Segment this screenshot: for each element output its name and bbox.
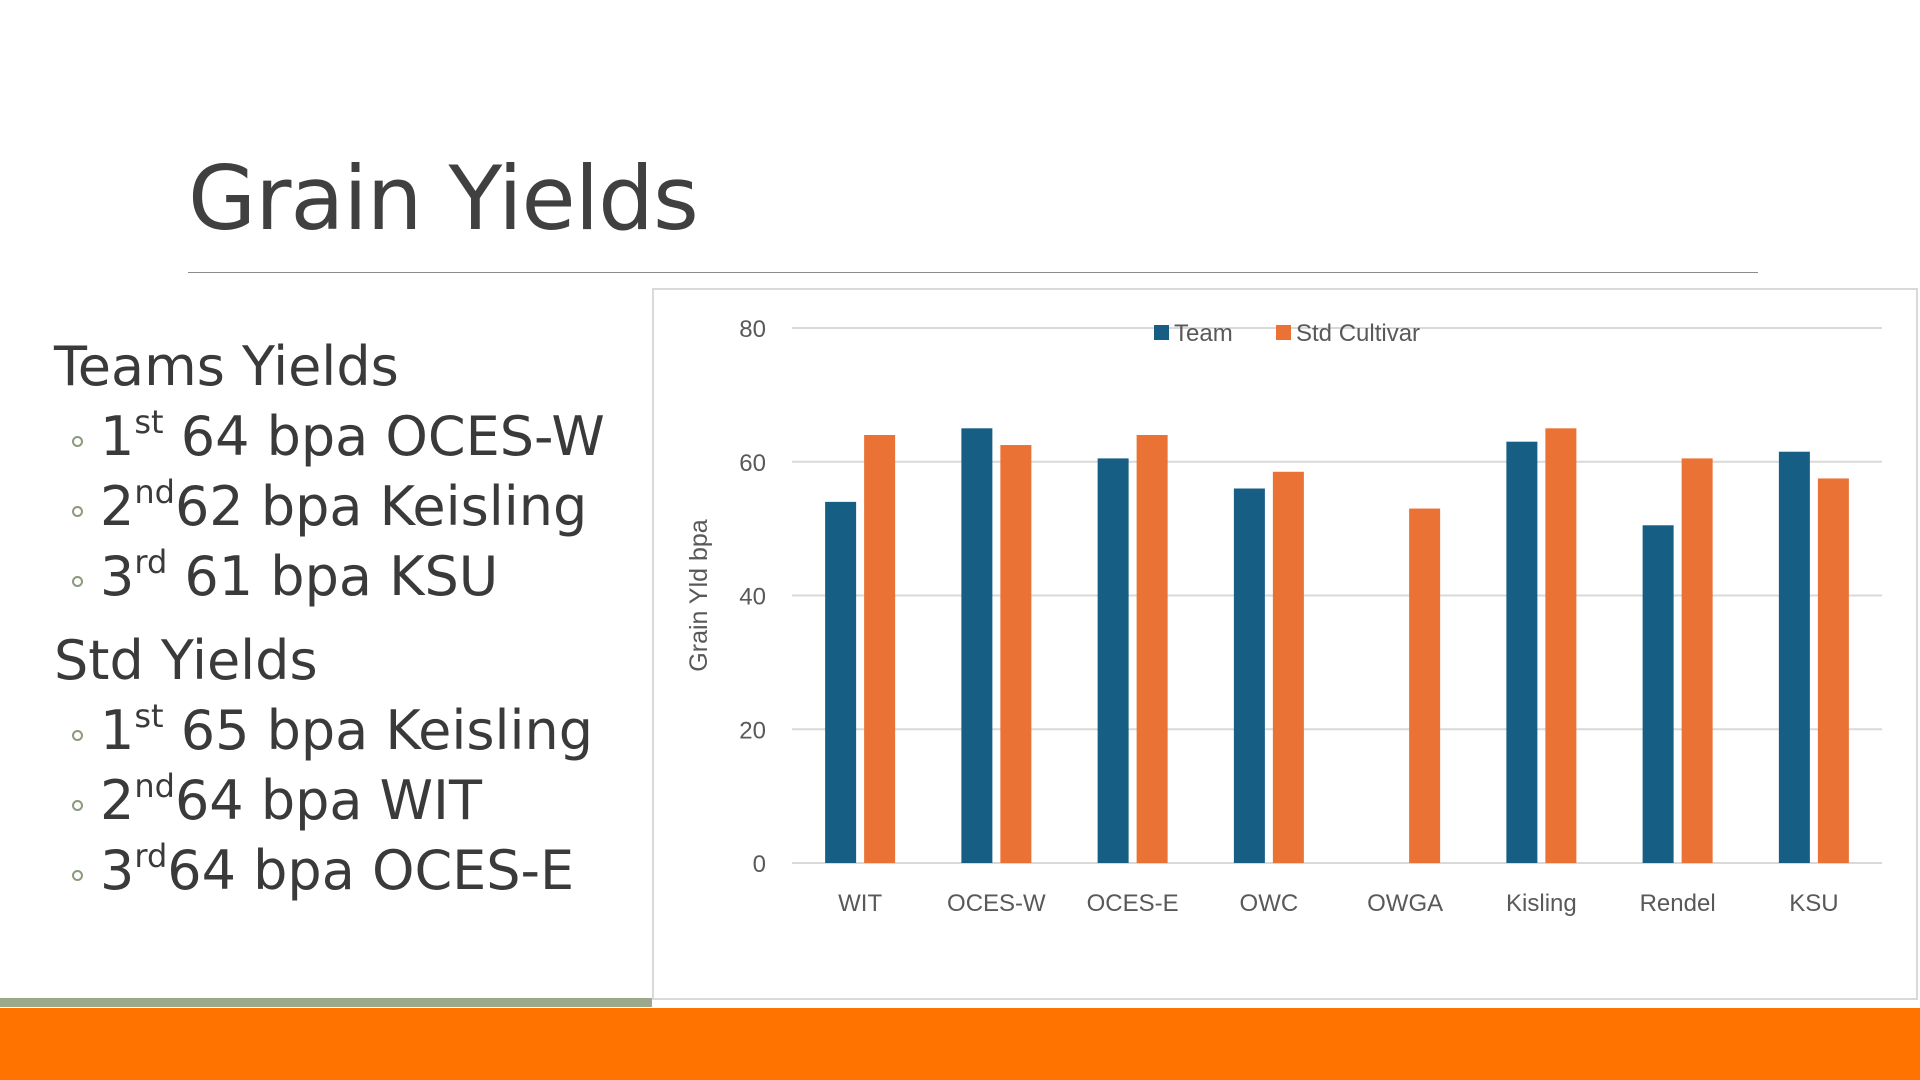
- bar-std-wit: [864, 435, 896, 863]
- bar-std-oces-e: [1136, 435, 1168, 863]
- bullet-circle-icon: [72, 506, 83, 517]
- bar-team-oces-w: [961, 428, 993, 863]
- x-tick-label: Rendel: [1640, 890, 1716, 917]
- title-divider: [188, 272, 1758, 273]
- bar-team-oces-e: [1097, 458, 1129, 863]
- x-tick-label: OCES-W: [947, 890, 1046, 917]
- bar-team-rendel: [1642, 525, 1674, 863]
- teams-item-2: 2nd62 bpa Keisling: [54, 476, 654, 550]
- std-item-1: 1st 65 bpa Keisling: [54, 700, 654, 774]
- legend-swatch-team: [1154, 325, 1169, 340]
- bullet-circle-icon: [72, 730, 83, 741]
- y-tick-label: 20: [739, 717, 766, 744]
- x-tick-label: Kisling: [1506, 890, 1577, 917]
- x-tick-label: OWC: [1240, 890, 1299, 917]
- legend-swatch-std: [1276, 325, 1291, 340]
- bar-std-ksu: [1817, 478, 1849, 863]
- bar-std-owc: [1272, 471, 1304, 863]
- bullet-circle-icon: [72, 576, 83, 587]
- y-axis-label: Grain Yld bpa: [685, 519, 713, 672]
- bar-team-kisling: [1506, 441, 1538, 863]
- bullet-circle-icon: [72, 436, 83, 447]
- x-tick-label: OWGA: [1367, 890, 1443, 917]
- y-tick-label: 0: [753, 851, 766, 878]
- std-yields-heading: Std Yields: [54, 629, 318, 692]
- std-item-3: 3rd64 bpa OCES-E: [54, 840, 654, 914]
- bar-std-owga: [1409, 508, 1441, 863]
- teams-item-3: 3rd 61 bpa KSU: [54, 546, 654, 620]
- bar-team-ksu: [1778, 451, 1810, 863]
- teams-item-1: 1st 64 bpa OCES-W: [54, 406, 654, 480]
- x-tick-label: OCES-E: [1087, 890, 1179, 917]
- bullet-circle-icon: [72, 800, 83, 811]
- chart-frame: 0 20 40 60 80 Grain Yld bpa WIT OCES-W OCES-E OWC…: [652, 288, 1918, 1000]
- footer-accent-line: [0, 998, 652, 1007]
- y-tick-label: 60: [739, 450, 766, 477]
- teams-yields-heading: Teams Yields: [54, 335, 399, 398]
- bar-std-kisling: [1545, 428, 1577, 863]
- bar-team-owc: [1233, 488, 1265, 863]
- x-tick-label: KSU: [1789, 890, 1838, 917]
- x-tick-label: WIT: [838, 890, 882, 917]
- footer-accent-bar: [0, 1008, 1920, 1080]
- std-item-2: 2nd64 bpa WIT: [54, 770, 654, 844]
- bar-team-wit: [825, 501, 857, 863]
- y-tick-label: 40: [739, 584, 766, 611]
- grain-yield-bar-chart: 0 20 40 60 80 Grain Yld bpa WIT OCES-W OCES-E OWC…: [685, 316, 1882, 917]
- bullet-panel: Teams Yields 1st 64 bpa OCES-W 2nd62 bpa…: [54, 340, 654, 914]
- bullet-circle-icon: [72, 870, 83, 881]
- legend-label: Team: [1174, 320, 1233, 347]
- y-tick-label: 80: [739, 316, 766, 343]
- bar-std-rendel: [1681, 458, 1713, 863]
- slide-title: Grain Yields: [188, 147, 699, 250]
- bar-std-oces-w: [1000, 445, 1032, 863]
- legend-label: Std Cultivar: [1296, 320, 1420, 347]
